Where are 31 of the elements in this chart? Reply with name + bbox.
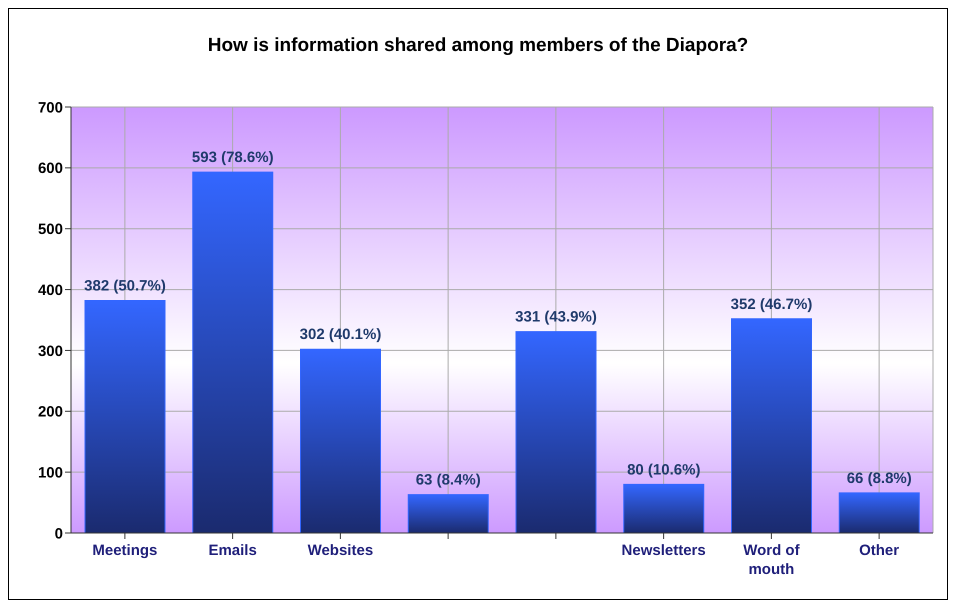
data-label: 80 (10.6%) <box>627 461 700 478</box>
bar <box>300 348 381 533</box>
x-tick-label: Word of mouth <box>743 542 801 578</box>
bar <box>192 172 274 533</box>
y-tick-label: 0 <box>54 525 63 542</box>
chart-title: How is information shared among members of the Diapora? <box>206 35 750 58</box>
bar <box>84 300 166 533</box>
y-tick-label: 600 <box>38 160 63 178</box>
y-tick-label: 700 <box>38 99 63 116</box>
y-tick-label: 200 <box>38 404 63 421</box>
bar <box>623 484 704 533</box>
y-tick-label: 300 <box>38 342 63 360</box>
bar <box>408 494 489 533</box>
y-tick-label: 400 <box>38 282 63 299</box>
x-tick-label: Meetings <box>92 542 158 559</box>
y-tick-label: 100 <box>38 464 63 482</box>
data-label: 382 (50.7%) <box>84 278 166 295</box>
x-tick-label: Newsletters <box>622 542 706 559</box>
x-tick-label: Websites <box>308 542 374 559</box>
x-tick-label: Emails <box>208 542 257 559</box>
bar <box>516 331 596 533</box>
x-tick-label: Other <box>859 542 900 559</box>
bar <box>731 318 812 533</box>
data-label: 63 (8.4%) <box>416 472 481 489</box>
y-tick-label: 500 <box>38 221 63 238</box>
bar <box>838 492 920 533</box>
data-label: 331 (43.9%) <box>515 308 597 326</box>
data-label: 352 (46.7%) <box>730 296 812 313</box>
data-label: 593 (78.6%) <box>192 149 274 166</box>
data-label: 66 (8.8%) <box>846 470 912 487</box>
data-label: 302 (40.1%) <box>300 326 382 344</box>
